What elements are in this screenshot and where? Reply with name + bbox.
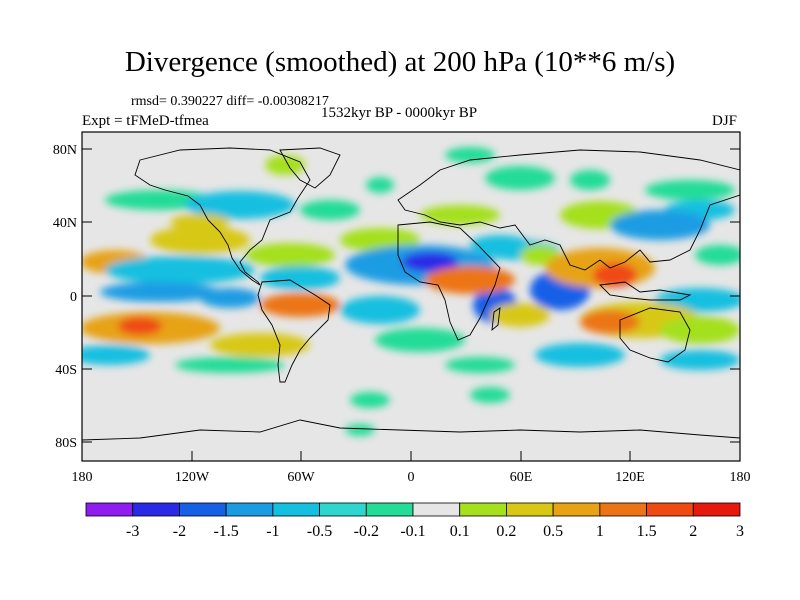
colorbar-label: 0.1 [450, 523, 470, 540]
colorbar-label: -0.1 [400, 523, 425, 540]
antarctica-coast [82, 419, 740, 441]
colorbar-label: 3 [736, 523, 744, 540]
coastlines [82, 147, 740, 441]
lon-tick-label: 120E [615, 470, 645, 485]
lon-tick-label: 60E [510, 470, 533, 485]
season-label: DJF [712, 113, 738, 129]
map-axes: 80N 40N 0 40S 80S 180 120W 60W 0 60E 120… [53, 143, 751, 485]
colorbar-swatch [85, 502, 134, 517]
colorbar-swatch [272, 502, 320, 517]
field-blob [100, 282, 220, 302]
lon-tick-label: 180 [730, 470, 751, 485]
colorbar-swatch [225, 502, 274, 517]
australia-coast [619, 307, 691, 363]
colorbar-label: -2 [173, 523, 186, 540]
colorbar-swatch [412, 502, 461, 517]
greenland-coast [279, 147, 341, 189]
lat-tick-label: 40N [53, 216, 77, 231]
field-blob [695, 245, 740, 265]
field-blob [260, 266, 340, 290]
lat-tick-label: 80S [55, 436, 77, 451]
colorbar-swatch [132, 502, 180, 517]
plot-title: Divergence (smoothed) at 200 hPa (10**6 … [124, 46, 676, 78]
field-blob [610, 210, 710, 240]
field-blob [200, 288, 260, 308]
lat-tick-label: 80N [53, 143, 77, 158]
field-blob [645, 180, 735, 200]
field-blob [300, 200, 360, 220]
colorbar-label: -0.5 [307, 523, 332, 540]
lon-tick-group: 180 120W 60W 0 60E 120E 180 [72, 451, 751, 485]
colorbar-swatch [599, 502, 647, 517]
field-blob [245, 243, 335, 267]
colorbar-swatch [646, 502, 694, 517]
field-blob [82, 345, 150, 365]
field-blob [210, 333, 310, 357]
field-blob [118, 317, 162, 335]
field-blob [185, 191, 295, 219]
field-blob [593, 263, 637, 287]
lat-tick-label: 0 [70, 290, 77, 305]
colorbar-label: -1.5 [213, 523, 238, 540]
field-blob [175, 357, 285, 373]
field-blob [340, 296, 420, 324]
colorbar-swatch [365, 502, 414, 517]
field-blob [425, 266, 515, 294]
field-blob [660, 350, 740, 370]
field-blob [660, 316, 740, 344]
divergence-field [82, 147, 740, 436]
field-blob [170, 214, 230, 230]
colorbar-label: 1.5 [637, 523, 657, 540]
colorbar-label: 0.2 [496, 523, 516, 540]
field-blob [470, 387, 510, 403]
period-label: 1532kyr BP - 0000kyr BP [321, 105, 478, 121]
colorbar: -3 -2 -1.5 -1 -0.5 -0.2 -0.1 0.1 0.2 0.5 1 1.5 2 3 [85, 502, 744, 540]
lon-tick-label: 180 [72, 470, 93, 485]
stats-label: rmsd= 0.390227 diff= -0.00308217 [131, 94, 329, 109]
madagascar-coast [491, 307, 501, 332]
colorbar-label: -0.2 [354, 523, 379, 540]
lat-tick-group: 80N 40N 0 40S 80S [53, 143, 740, 451]
colorbar-label: -3 [126, 523, 139, 540]
colorbar-swatch [552, 502, 601, 517]
field-blob [366, 177, 394, 193]
colorbar-swatch [506, 502, 554, 517]
lon-tick-label: 0 [408, 470, 415, 485]
field-blob [105, 256, 255, 284]
colorbar-label: 2 [689, 523, 697, 540]
field-blob [345, 424, 375, 436]
field-blob [570, 170, 610, 190]
colorbar-label: 1 [596, 523, 604, 540]
field-blob [150, 226, 250, 254]
colorbar-swatch [692, 502, 741, 517]
field-blob [445, 147, 495, 163]
field-blob [350, 392, 390, 408]
colorbar-label: -1 [266, 523, 279, 540]
field-blob [490, 303, 550, 327]
colorbar-swatch [319, 502, 367, 517]
eurasia-coast [397, 149, 740, 271]
colorbar-swatch [459, 502, 507, 517]
colorbar-label: 0.5 [543, 523, 563, 540]
field-blob [485, 166, 555, 190]
field-blob [420, 205, 500, 225]
lon-tick-label: 120W [175, 470, 210, 485]
field-blob [402, 252, 458, 272]
south-america-coast [257, 279, 331, 383]
experiment-label: Expt = tFMeD-tfmea [82, 113, 209, 129]
field-blob [445, 357, 515, 373]
north-america-coast [134, 147, 311, 286]
field-blob [260, 293, 340, 317]
field-blob [535, 343, 625, 367]
africa-coast [397, 221, 501, 341]
field-blob [375, 328, 465, 352]
colorbar-swatch [179, 502, 227, 517]
field-blob [580, 310, 640, 334]
lon-tick-label: 60W [287, 470, 315, 485]
maritime-continent-coast [599, 281, 692, 301]
lat-tick-label: 40S [55, 363, 77, 378]
field-blob [265, 155, 305, 175]
